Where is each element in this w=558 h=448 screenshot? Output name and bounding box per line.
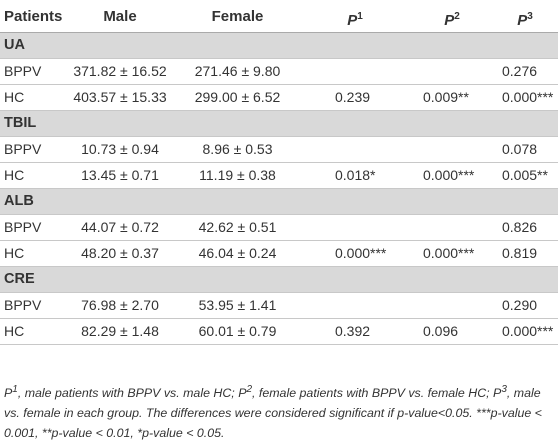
cell: 0.276 xyxy=(502,63,538,79)
cell: 0.078 xyxy=(502,141,538,157)
cell: 42.62 ± 0.51 xyxy=(198,219,277,235)
cell: 371.82 ± 16.52 xyxy=(73,63,167,79)
header-row: Patients Male Female P1 P2 P3 xyxy=(0,0,558,33)
cell: 48.20 ± 0.37 xyxy=(81,245,159,261)
cell: 0.000*** xyxy=(423,167,475,183)
cell: 0.096 xyxy=(423,323,459,339)
cell: BPPV xyxy=(4,219,42,235)
data-row: BPPV 371.82 ± 16.52 271.46 ± 9.80 0.276 xyxy=(0,59,558,85)
cell: BPPV xyxy=(4,141,42,157)
footnote-text: P xyxy=(238,386,247,401)
footnote-sup: 2 xyxy=(246,384,253,395)
section-name: UA xyxy=(4,37,25,53)
header-text: P xyxy=(517,12,528,29)
header-cell: Male xyxy=(60,0,180,33)
section-name: ALB xyxy=(4,193,34,209)
data-row: BPPV 44.07 ± 0.72 42.62 ± 0.51 0.826 xyxy=(0,215,558,241)
cell: 0.018* xyxy=(335,167,376,183)
cell: 76.98 ± 2.70 xyxy=(81,297,159,313)
data-row: BPPV 10.73 ± 0.94 8.96 ± 0.53 0.078 xyxy=(0,137,558,163)
cell: 0.826 xyxy=(502,219,538,235)
section-row: ALB xyxy=(0,189,558,215)
cell: 0.239 xyxy=(335,89,371,105)
data-row: HC 403.57 ± 15.33 299.00 ± 6.52 0.239 0.009*… xyxy=(0,85,558,111)
data-row: HC 13.45 ± 0.71 11.19 ± 0.38 0.018* 0.000***… xyxy=(0,163,558,189)
cell: BPPV xyxy=(4,297,42,313)
cell: 44.07 ± 0.72 xyxy=(81,219,159,235)
cell: 10.73 ± 0.94 xyxy=(81,141,159,157)
cell: 0.392 xyxy=(335,323,371,339)
header-cell: P2 xyxy=(427,0,477,37)
cell: 0.000*** xyxy=(335,245,387,261)
section-name: CRE xyxy=(4,271,35,287)
footnote-text: , male patients with BPPV vs. male HC; xyxy=(17,386,239,401)
footnote: P1, male patients with BPPV vs. male HC;… xyxy=(4,380,554,443)
cell: 13.45 ± 0.71 xyxy=(81,167,159,183)
footnote-text: , female patients with BPPV vs. female H… xyxy=(252,386,494,401)
header-text: Female xyxy=(211,8,264,25)
cell: HC xyxy=(4,245,25,261)
cell: 46.04 ± 0.24 xyxy=(198,245,277,261)
footnote-sup: 3 xyxy=(501,384,507,395)
cell: 0.000*** xyxy=(502,323,554,339)
header-text: P xyxy=(444,12,455,29)
footnote-text: P xyxy=(493,386,502,401)
section-row: TBIL xyxy=(0,111,558,137)
cell: 8.96 ± 0.53 xyxy=(202,141,273,157)
footnote-text: , male vs. female in each group. The dif… xyxy=(4,386,542,441)
cell: 0.819 xyxy=(502,245,538,261)
cell: 403.57 ± 15.33 xyxy=(73,89,167,105)
cell: 11.19 ± 0.38 xyxy=(199,167,276,183)
cell: HC xyxy=(4,167,25,183)
header-text: P xyxy=(347,12,358,29)
header-sup: 1 xyxy=(357,11,363,22)
header-sup: 3 xyxy=(527,11,533,22)
cell: 0.290 xyxy=(502,297,538,313)
header-cell: P1 xyxy=(330,0,380,37)
section-row: UA xyxy=(0,33,558,59)
header-cell: P3 xyxy=(500,0,550,37)
cell: 60.01 ± 0.79 xyxy=(198,323,277,339)
footnote-text: P xyxy=(4,386,13,401)
cell: 271.46 ± 9.80 xyxy=(194,63,281,79)
cell: 0.000*** xyxy=(502,89,554,105)
data-row: HC 48.20 ± 0.37 46.04 ± 0.24 0.000*** 0.000*… xyxy=(0,241,558,267)
cell: HC xyxy=(4,89,25,105)
header-cell: Patients xyxy=(4,0,62,33)
cell: 82.29 ± 1.48 xyxy=(81,323,159,339)
cell: BPPV xyxy=(4,63,42,79)
cell: 0.005** xyxy=(502,167,548,183)
header-cell: Female xyxy=(175,0,300,33)
cell: 53.95 ± 1.41 xyxy=(198,297,277,313)
data-row: HC 82.29 ± 1.48 60.01 ± 0.79 0.392 0.096 0.00… xyxy=(0,319,558,345)
footnote-sup: 1 xyxy=(12,384,18,395)
header-sup: 2 xyxy=(454,11,460,22)
section-row: CRE xyxy=(0,267,558,293)
header-text: Patients xyxy=(4,8,63,25)
cell: 0.009** xyxy=(423,89,469,105)
header-text: Male xyxy=(103,8,137,25)
cell: 0.000*** xyxy=(423,245,475,261)
section-name: TBIL xyxy=(4,115,37,131)
cell: 299.00 ± 6.52 xyxy=(194,89,281,105)
cell: HC xyxy=(4,323,25,339)
data-row: BPPV 76.98 ± 2.70 53.95 ± 1.41 0.290 xyxy=(0,293,558,319)
